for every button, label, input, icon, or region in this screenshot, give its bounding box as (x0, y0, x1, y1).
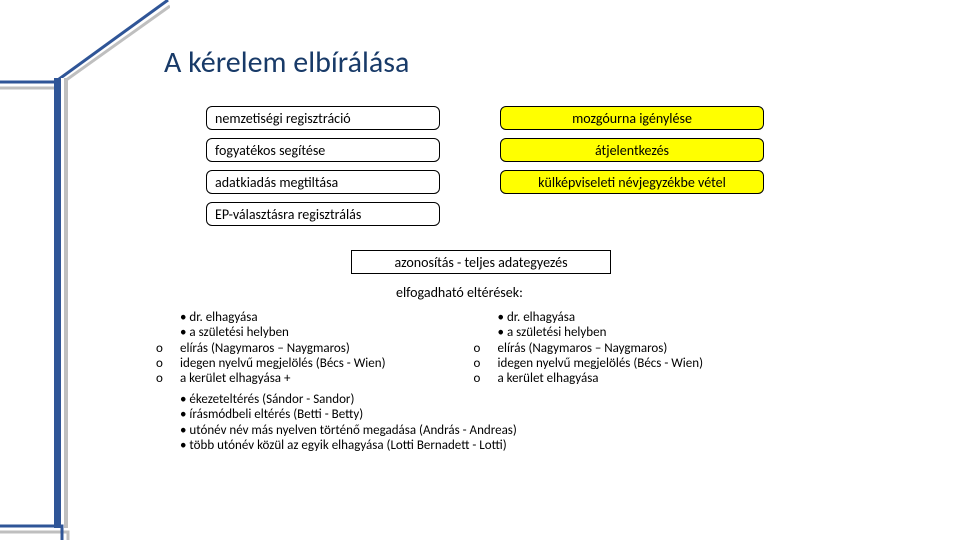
list-item: több utónév közül az egyik elhagyása (Lo… (180, 438, 517, 453)
columns: dr. elhagyásaa születési helybenoelírás … (180, 310, 703, 387)
accent-bar (54, 78, 68, 528)
list-item: oelírás (Nagymaros – Naygmaros) (180, 341, 386, 356)
box-row: EP-választásra regisztrálás (206, 202, 764, 226)
page-title: A kérelem elbírálása (164, 44, 409, 81)
list-item: oelírás (Nagymaros – Naygmaros) (498, 341, 704, 356)
accent-bar-blue (54, 78, 61, 528)
column-a: dr. elhagyásaa születési helybenoelírás … (180, 310, 386, 387)
list-item: oa kerület elhagyása + (180, 371, 386, 386)
list-item: oidegen nyelvű megjelölés (Bécs - Wien) (180, 356, 386, 371)
list-item: ékezeteltérés (Sándor - Sandor) (180, 392, 517, 407)
box-row: fogyatékos segítése átjelentkezés (206, 138, 764, 162)
box-grid: nemzetiségi regisztráció mozgóurna igény… (206, 106, 764, 234)
box-row: nemzetiségi regisztráció mozgóurna igény… (206, 106, 764, 130)
list-item: utónév név más nyelven történő megadása … (180, 423, 517, 438)
accent-wedge-bottom (0, 520, 70, 540)
slide: A kérelem elbírálása nemzetiségi regiszt… (0, 0, 960, 540)
list-item: dr. elhagyása (180, 310, 386, 325)
list-item: oidegen nyelvű megjelölés (Bécs - Wien) (498, 356, 704, 371)
list-item: a születési helyben (498, 325, 704, 340)
accent-bar-grey (64, 78, 68, 528)
box-right: külképviseleti névjegyzékbe vétel (500, 170, 764, 194)
list-item: oa kerület elhagyása (498, 371, 704, 386)
list-item: a születési helyben (180, 325, 386, 340)
box-right: átjelentkezés (500, 138, 764, 162)
lower-list: ékezeteltérés (Sándor - Sandor)írásmódbe… (180, 392, 517, 453)
box-row: adatkiadás megtiltása külképviseleti név… (206, 170, 764, 194)
box-left: adatkiadás megtiltása (206, 170, 440, 194)
sub-text: elfogadható eltérések: (396, 284, 523, 301)
box-left: EP-választásra regisztrálás (206, 202, 440, 226)
box-left: nemzetiségi regisztráció (206, 106, 440, 130)
center-box: azonosítás - teljes adategyezés (351, 250, 611, 274)
accent-wedge-top (0, 0, 170, 120)
box-right: mozgóurna igénylése (500, 106, 764, 130)
column-b: dr. elhagyásaa születési helybenoelírás … (498, 310, 704, 387)
list-item: írásmódbeli eltérés (Betti - Betty) (180, 407, 517, 422)
box-left: fogyatékos segítése (206, 138, 440, 162)
list-item: dr. elhagyása (498, 310, 704, 325)
